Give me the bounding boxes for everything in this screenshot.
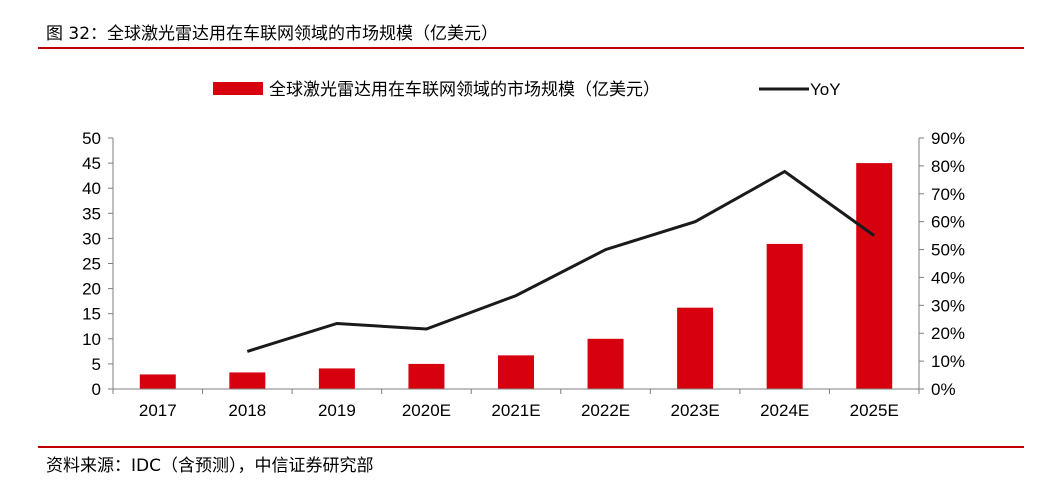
left-tick-label: 10 xyxy=(82,330,101,349)
bar-2022E xyxy=(587,338,624,389)
left-tick-label: 25 xyxy=(82,255,101,274)
legend-bar-label: 全球激光雷达用在车联网领域的市场规模（亿美元） xyxy=(269,80,660,99)
right-tick-label: 90% xyxy=(931,129,965,148)
right-tick-label: 60% xyxy=(931,213,965,232)
bar-2024E xyxy=(766,243,803,389)
left-tick-label: 5 xyxy=(92,355,101,374)
legend: 全球激光雷达用在车联网领域的市场规模（亿美元） YoY xyxy=(213,80,841,99)
right-tick-label: 20% xyxy=(931,324,965,343)
x-tick-label: 2017 xyxy=(139,401,177,420)
bar-2020E xyxy=(408,363,445,389)
left-tick-label: 20 xyxy=(82,280,101,299)
figure-title: 图 32：全球激光雷达用在车联网领域的市场规模（亿美元） xyxy=(46,24,499,44)
right-tick-label: 50% xyxy=(931,241,965,260)
left-tick-label: 30 xyxy=(82,229,101,248)
right-tick-label: 70% xyxy=(931,185,965,204)
bar-2025E xyxy=(856,163,893,389)
x-tick-label: 2022E xyxy=(581,401,630,420)
left-tick-label: 45 xyxy=(82,154,101,173)
left-tick-label: 40 xyxy=(82,179,101,198)
bar-2021E xyxy=(498,355,534,389)
axes-group xyxy=(108,137,924,394)
x-tick-label: 2020E xyxy=(402,401,451,420)
legend-bar-swatch xyxy=(213,82,263,95)
source-note: 资料来源：IDC（含预测），中信证券研究部 xyxy=(46,456,374,476)
bottom-rule xyxy=(38,446,1024,448)
yoy-line xyxy=(246,169,876,353)
chart: 全球激光雷达用在车联网领域的市场规模（亿美元） YoY 0 5 10 15 20 25 30… xyxy=(82,80,965,420)
right-tick-label: 0% xyxy=(931,380,956,399)
legend-line-label: YoY xyxy=(810,80,841,99)
x-tick-label: 2021E xyxy=(491,401,540,420)
bar-2017 xyxy=(139,374,176,389)
x-tick-label: 2023E xyxy=(671,401,720,420)
right-tick-label: 40% xyxy=(931,268,965,287)
left-tick-label: 50 xyxy=(82,129,101,148)
right-tick-label: 30% xyxy=(931,296,965,315)
top-rule xyxy=(38,47,1024,49)
right-tick-label: 10% xyxy=(931,352,965,371)
left-tick-label: 15 xyxy=(82,305,101,324)
bar-2023E xyxy=(677,307,714,389)
x-tick-label: 2024E xyxy=(760,401,809,420)
bars-group xyxy=(139,163,893,389)
bar-2019 xyxy=(318,368,355,389)
left-tick-label: 35 xyxy=(82,204,101,223)
x-tick-label: 2019 xyxy=(318,401,356,420)
x-tick-label: 2018 xyxy=(228,401,266,420)
tick-labels-group: 0 5 10 15 20 25 30 35 40 45 50 0% 10% 20% 30% 40% 50% 60%… xyxy=(82,129,965,420)
bar-2018 xyxy=(229,372,266,389)
left-tick-label: 0 xyxy=(92,380,101,399)
x-tick-label: 2025E xyxy=(850,401,899,420)
right-tick-label: 80% xyxy=(931,157,965,176)
